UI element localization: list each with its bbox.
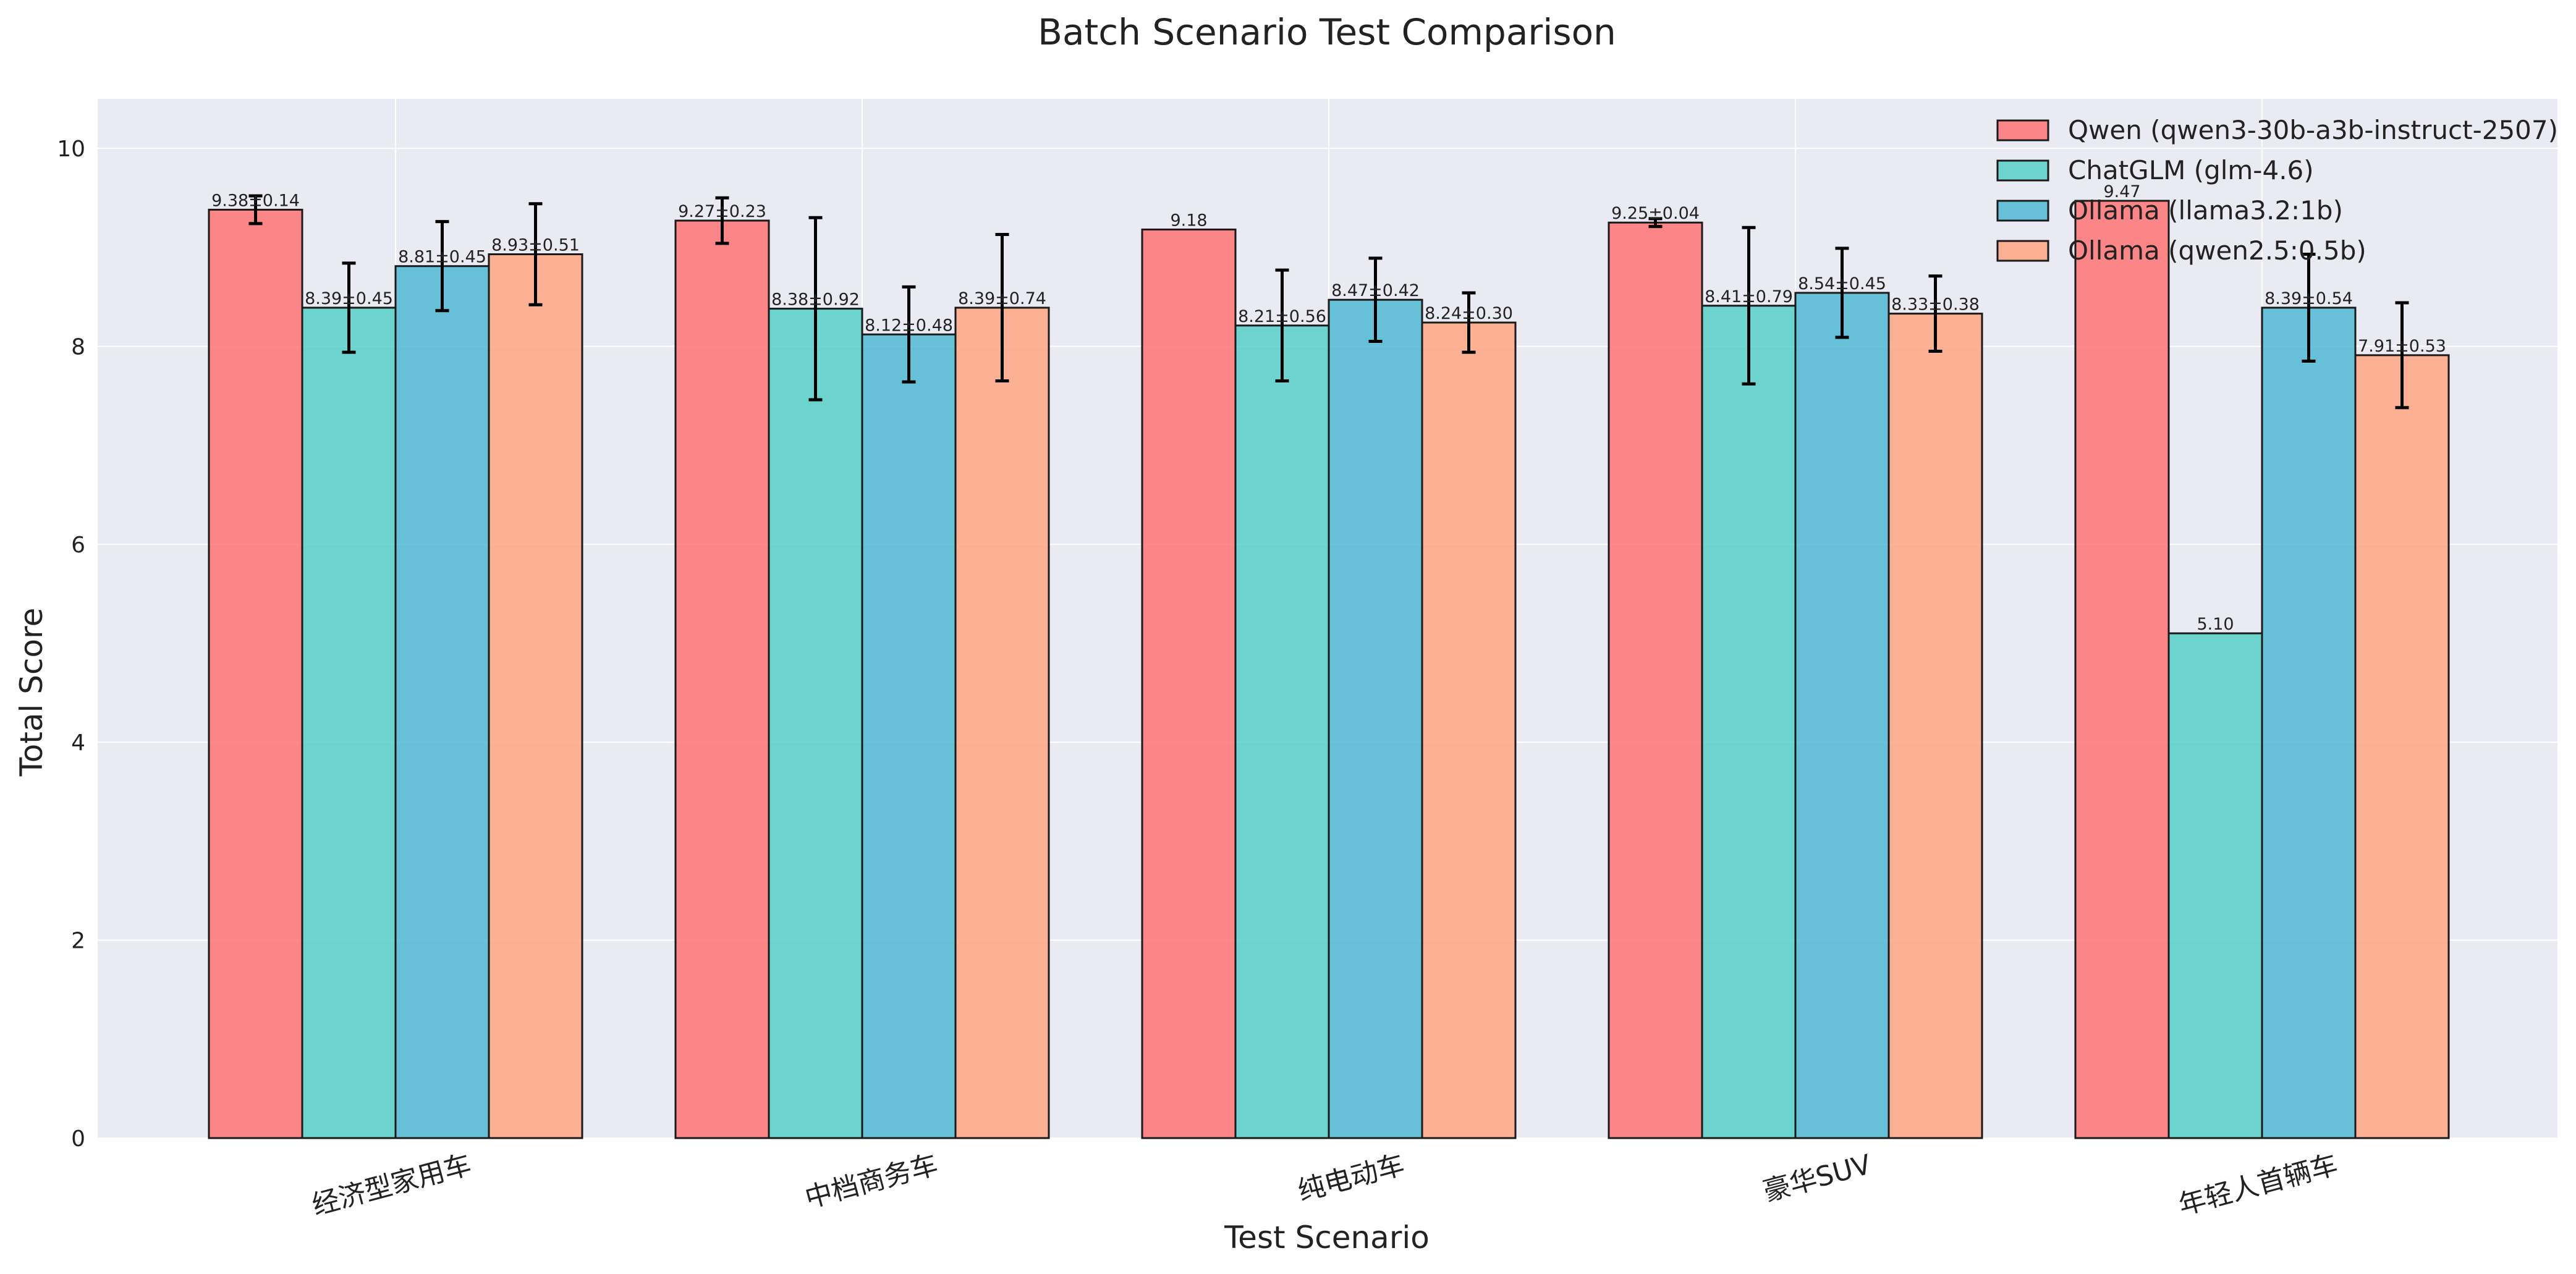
bar-value-label: 5.10 (2197, 615, 2234, 634)
bar (861, 333, 957, 1139)
bar (301, 306, 397, 1139)
bar-value-label: 9.47 (2103, 182, 2140, 201)
y-tick-label: 10 (57, 137, 85, 162)
legend-label: Qwen (qwen3-30b-a3b-instruct-2507) (2068, 115, 2558, 145)
chart-title: Batch Scenario Test Comparison (1038, 11, 1616, 53)
y-tick-label: 6 (71, 533, 85, 558)
bar-value-label: 9.25±0.04 (1611, 204, 1700, 223)
bar-value-label: 8.21±0.56 (1238, 307, 1326, 326)
bar-value-label: 9.38±0.14 (211, 191, 300, 210)
legend-swatch (1996, 119, 2049, 141)
bar (1888, 313, 1983, 1139)
bar-value-label: 8.12±0.48 (865, 316, 953, 335)
y-tick-label: 4 (71, 730, 85, 756)
y-axis-label: Total Score (14, 608, 49, 777)
bar-value-label: 8.39±0.74 (958, 289, 1046, 308)
legend-swatch (1996, 200, 2049, 222)
bar (1328, 298, 1423, 1139)
legend-label: ChatGLM (glm-4.6) (2068, 155, 2314, 185)
legend: Qwen (qwen3-30b-a3b-instruct-2507) ChatGL… (1996, 115, 2558, 266)
bar (1701, 305, 1797, 1139)
bar (1141, 228, 1237, 1139)
bars (208, 200, 2450, 1139)
bar-value-label: 8.33±0.38 (1891, 295, 1980, 314)
bar (768, 308, 863, 1139)
bar (2354, 354, 2450, 1139)
y-axis-ticks: 0 2 4 6 8 10 (57, 137, 85, 1152)
bar (208, 208, 303, 1139)
y-tick-label: 0 (71, 1126, 85, 1152)
bar-labels: 9.38±0.14 9.27±0.23 9.18 9.25±0.04 9.47 8.39±… (211, 182, 2446, 634)
bar-value-label: 8.38±0.92 (771, 290, 860, 310)
legend-label: Ollama (llama3.2:1b) (2068, 195, 2343, 226)
bar (488, 253, 583, 1139)
y-tick-label: 8 (71, 334, 85, 360)
bar (954, 306, 1050, 1139)
bar-value-label: 8.39±0.45 (305, 289, 393, 308)
bar-value-label: 9.18 (1170, 211, 1207, 230)
bar-value-label: 8.47±0.42 (1331, 281, 1420, 300)
bar-value-label: 7.91±0.53 (2358, 337, 2446, 356)
bar (1421, 321, 1517, 1139)
bar (2167, 632, 2263, 1139)
legend-swatch (1996, 159, 2049, 182)
bar-value-label: 8.24±0.30 (1425, 304, 1513, 323)
legend-label: Ollama (qwen2.5:0.5b) (2068, 235, 2366, 266)
bar (1794, 292, 1890, 1139)
bar-value-label: 8.81±0.45 (398, 248, 486, 267)
bar (674, 219, 770, 1139)
bar-value-label: 8.39±0.54 (2265, 289, 2353, 308)
y-tick-label: 2 (71, 929, 85, 954)
bar (2074, 200, 2170, 1139)
x-axis-label: Test Scenario (1224, 1220, 1430, 1255)
bar (394, 265, 490, 1139)
bar-value-label: 8.41±0.79 (1705, 287, 1793, 306)
error-bars (248, 194, 2409, 410)
bar-value-label: 8.54±0.45 (1798, 274, 1886, 293)
legend-swatch (1996, 240, 2049, 262)
bar (1234, 324, 1330, 1139)
bar (1608, 221, 1703, 1139)
bar-value-label: 9.27±0.23 (678, 202, 766, 221)
bar-value-label: 8.93±0.51 (491, 235, 580, 255)
bar (2261, 306, 2357, 1139)
